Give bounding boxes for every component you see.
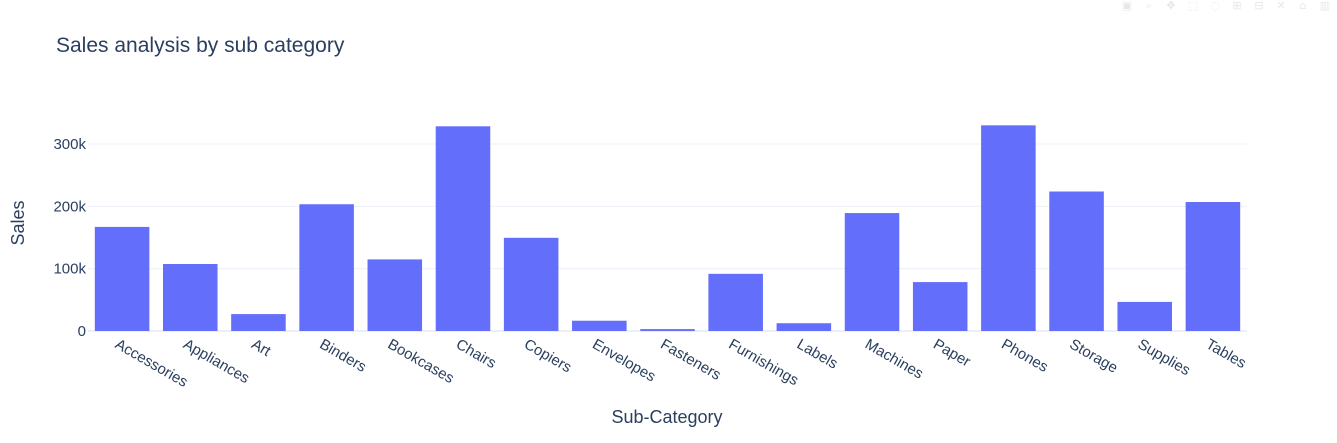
bar-fasteners[interactable]	[640, 329, 695, 331]
x-tick-label: Fasteners	[658, 336, 724, 384]
bar-bookcases[interactable]	[367, 259, 423, 331]
y-tick-label: 100k	[53, 261, 86, 278]
x-tick-label: Supplies	[1135, 336, 1193, 379]
y-tick-label: 300k	[53, 136, 86, 153]
bar-paper[interactable]	[912, 282, 968, 331]
bar-copiers[interactable]	[503, 237, 559, 331]
zoom-icon[interactable]: ⌕	[1145, 0, 1153, 12]
x-tick-label: Tables	[1203, 336, 1249, 372]
zoom-in-icon[interactable]: ⊞	[1232, 0, 1242, 12]
camera-icon[interactable]: ▣	[1121, 0, 1133, 12]
bar-chairs[interactable]	[435, 126, 491, 331]
y-tick-label: 200k	[53, 198, 86, 215]
bar-labels[interactable]	[776, 323, 832, 331]
bar-furnishings[interactable]	[708, 273, 763, 331]
x-tick-label: Machines	[862, 336, 926, 383]
x-tick-label: Furnishings	[726, 336, 802, 389]
modebar: ▣ ⌕ ✥ ⬚ ◌ ⊞ ⊟ ✕ ⌂ ▥	[1121, 0, 1337, 12]
bar-machines[interactable]	[844, 213, 900, 331]
x-tick-label: Chairs	[453, 336, 499, 372]
bar-tables[interactable]	[1185, 202, 1241, 331]
chart-title: Sales analysis by sub category	[56, 34, 345, 57]
x-tick-label: Envelopes	[589, 336, 658, 386]
bar-appliances[interactable]	[162, 263, 218, 331]
bar-art[interactable]	[231, 314, 286, 331]
bar-storage[interactable]	[1049, 191, 1104, 331]
bar-phones[interactable]	[981, 125, 1036, 331]
bar-supplies[interactable]	[1117, 301, 1173, 331]
x-tick-label: Art	[248, 336, 274, 361]
x-tick-label: Bookcases	[385, 336, 457, 387]
select-icon[interactable]: ⬚	[1187, 0, 1199, 12]
x-tick-label: Paper	[930, 336, 973, 371]
bar-accessories[interactable]	[94, 226, 150, 331]
plotly-logo-icon[interactable]: ▥	[1319, 0, 1331, 12]
zoom-out-icon[interactable]: ⊟	[1254, 0, 1264, 12]
reset-icon[interactable]: ⌂	[1299, 0, 1307, 12]
bar-binders[interactable]	[299, 204, 354, 331]
x-axis-title: Sub-Category	[611, 407, 722, 427]
lasso-icon[interactable]: ◌	[1210, 0, 1220, 12]
x-tick-label: Phones	[998, 336, 1051, 376]
bar-envelopes[interactable]	[572, 320, 627, 331]
y-tick-labels: 0 100k 200k 300k	[53, 136, 86, 340]
x-tick-label: Copiers	[521, 336, 574, 377]
y-axis-title: Sales	[8, 200, 28, 245]
x-tick-label: Storage	[1067, 336, 1121, 377]
bars	[94, 125, 1241, 331]
x-tick-label: Appliances	[180, 336, 252, 387]
x-tick-label: Labels	[794, 336, 841, 373]
y-tick-label: 0	[78, 323, 86, 340]
x-tick-label: Binders	[317, 336, 370, 376]
pan-icon[interactable]: ✥	[1166, 0, 1176, 12]
x-tick-label: Accessories	[112, 336, 191, 391]
autoscale-icon[interactable]: ✕	[1276, 0, 1286, 12]
